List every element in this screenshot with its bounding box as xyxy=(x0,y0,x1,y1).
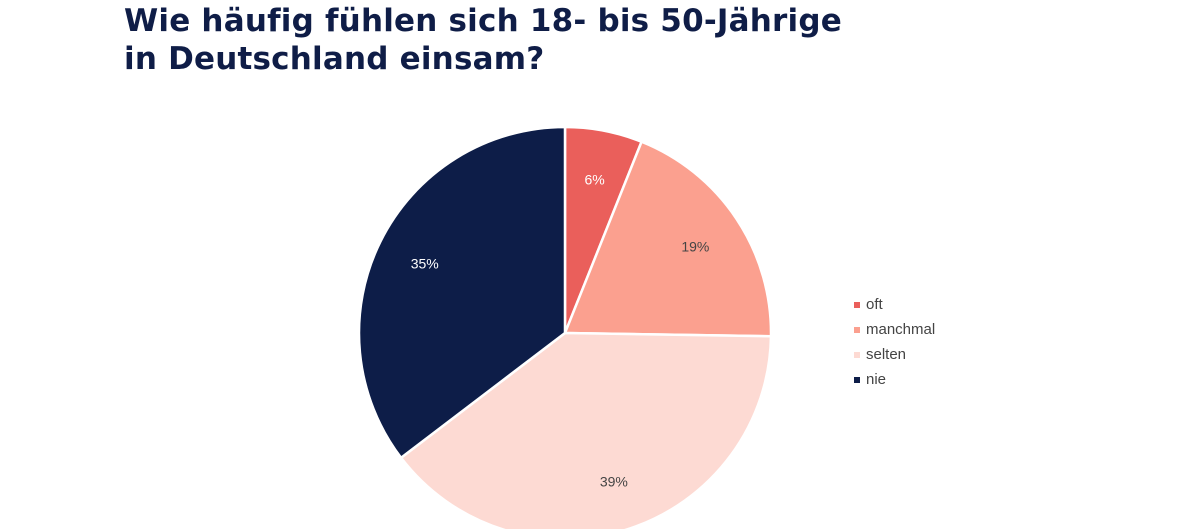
pie-data-labels: 6% 19% 39% 35% xyxy=(411,171,710,489)
legend-item-manchmal: manchmal xyxy=(854,317,935,342)
legend-swatch-nie xyxy=(854,376,860,383)
pie-slice-manchmal xyxy=(563,140,773,338)
legend-item-oft: oft xyxy=(854,292,935,317)
legend-swatch-oft xyxy=(854,301,860,308)
chart-title-line-2: in Deutschland einsam? xyxy=(124,41,545,77)
chart-title-line-1: Wie häufig fühlen sich 18- bis 50-Jährig… xyxy=(124,3,842,39)
legend-label-oft: oft xyxy=(866,296,883,313)
legend-swatch-manchmal xyxy=(854,326,860,333)
legend-item-selten: selten xyxy=(854,342,935,367)
legend-label-manchmal: manchmal xyxy=(866,321,936,338)
data-label-selten: 39% xyxy=(600,474,628,490)
legend-label-selten: selten xyxy=(866,346,907,363)
chart-title: Wie häufig fühlen sich 18- bis 50-Jährig… xyxy=(124,2,842,78)
data-label-nie: 35% xyxy=(411,255,439,271)
data-label-oft: 6% xyxy=(585,171,605,187)
pie-slice-nie xyxy=(357,125,567,460)
legend-label-nie: nie xyxy=(866,371,887,388)
legend-item-nie: nie xyxy=(854,367,935,392)
legend: oft manchmal selten nie xyxy=(854,292,935,392)
data-label-manchmal: 19% xyxy=(681,238,709,254)
pie-slices xyxy=(357,125,773,529)
legend-swatch-selten xyxy=(854,351,860,358)
